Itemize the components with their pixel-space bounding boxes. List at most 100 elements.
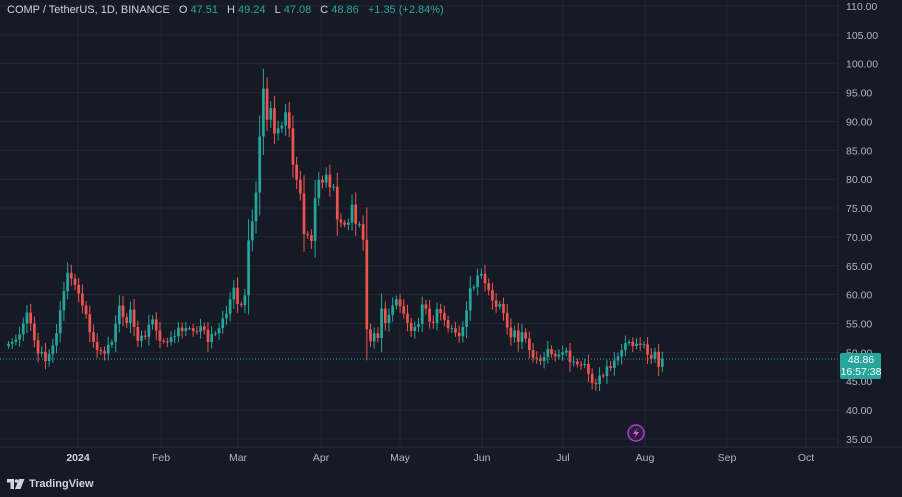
candle-body	[513, 330, 516, 338]
candle	[21, 317, 25, 342]
candle	[542, 351, 546, 369]
candle-body	[605, 366, 609, 377]
candle-body	[151, 319, 154, 325]
candle	[206, 322, 210, 352]
candle-body	[635, 343, 638, 347]
candle-body	[446, 320, 450, 329]
candle-body	[494, 300, 498, 307]
candle	[428, 299, 431, 329]
candle-body	[457, 332, 461, 337]
candle	[380, 293, 383, 353]
candle	[7, 341, 10, 349]
candle-body	[660, 358, 664, 367]
candle-body	[10, 341, 14, 344]
candle	[77, 278, 81, 303]
candle	[365, 207, 369, 361]
candle-body	[33, 323, 36, 341]
candle	[29, 303, 33, 331]
candle-body	[117, 305, 121, 325]
candle	[214, 331, 217, 337]
candle	[125, 312, 129, 329]
candle	[624, 335, 627, 357]
candle	[106, 336, 110, 361]
time-tick-label: Oct	[798, 452, 814, 464]
candle	[402, 299, 406, 319]
candle	[343, 219, 347, 228]
candle-body	[594, 382, 598, 385]
candle-body	[550, 348, 553, 355]
price-tick-label: 60.00	[846, 290, 872, 302]
candle	[505, 304, 509, 335]
candle	[55, 324, 58, 354]
price-tick-label: 100.00	[846, 59, 878, 71]
price-tick-label: 110.00	[846, 1, 877, 13]
candle	[143, 330, 147, 340]
candle	[18, 326, 21, 347]
candle-body	[638, 343, 642, 345]
candle-body	[298, 179, 302, 194]
candle	[298, 170, 302, 201]
candle-body	[468, 288, 472, 311]
candle-body	[81, 293, 84, 306]
candle-body	[627, 341, 631, 344]
candle	[627, 339, 631, 346]
candle	[202, 322, 206, 335]
candle-body	[7, 343, 10, 347]
candle	[36, 332, 40, 363]
candle	[92, 324, 95, 348]
time-tick-label: Feb	[152, 452, 170, 464]
candle-body	[572, 361, 576, 363]
lightning-icon[interactable]	[627, 424, 645, 442]
price-tick-label: 90.00	[846, 116, 872, 128]
candle	[491, 282, 494, 310]
candle-body	[657, 351, 660, 367]
candle	[609, 360, 612, 372]
candle	[657, 343, 660, 377]
candle-body	[47, 354, 51, 362]
time-axis[interactable]: 2024 Feb Mar Apr May Jun Jul Aug Sep Oct	[66, 452, 814, 464]
time-tick-label: May	[390, 452, 411, 464]
candle-body	[258, 136, 262, 193]
candle-body	[77, 284, 81, 294]
candle	[535, 351, 539, 364]
symbol-title[interactable]: COMP / TetherUS, 1D, BINANCE	[7, 4, 170, 16]
candle	[291, 115, 295, 178]
price-tick-label: 70.00	[846, 232, 872, 244]
price-tick-label: 35.00	[846, 434, 872, 446]
candle-body	[287, 112, 291, 129]
candle-body	[14, 339, 18, 342]
candle	[199, 318, 202, 339]
price-tick-label: 40.00	[846, 405, 872, 417]
candle-body	[202, 326, 206, 330]
candle	[51, 338, 55, 363]
candle-body	[335, 186, 339, 220]
candle-body	[295, 164, 298, 180]
candle-body	[103, 351, 106, 354]
price-tick-label: 55.00	[846, 319, 872, 331]
candle-body	[465, 310, 468, 327]
candle	[184, 321, 188, 336]
candle-body	[36, 340, 40, 354]
candle	[195, 326, 199, 335]
price-axis[interactable]: 110.00 105.00 100.00 95.00 90.00 85.00 80.00 75…	[846, 1, 878, 446]
candle-body	[439, 309, 443, 314]
candle-body	[406, 313, 409, 323]
candle	[114, 315, 117, 353]
price-tick-label: 45.00	[846, 376, 872, 388]
candle-body	[479, 273, 483, 276]
candle	[590, 368, 594, 390]
candle	[516, 322, 520, 352]
candle-body	[114, 324, 117, 342]
candle-body	[199, 326, 202, 332]
candle	[391, 297, 395, 322]
candle-body	[250, 221, 254, 241]
candle	[88, 305, 92, 343]
candle-body	[491, 290, 494, 301]
candle-body	[369, 329, 372, 342]
tradingview-logo[interactable]: TradingView	[7, 478, 94, 490]
candle-body	[106, 344, 110, 354]
candle	[121, 295, 125, 327]
time-tick-label: Aug	[636, 452, 655, 464]
change-value: +1.35 (+2.84%)	[367, 4, 444, 16]
